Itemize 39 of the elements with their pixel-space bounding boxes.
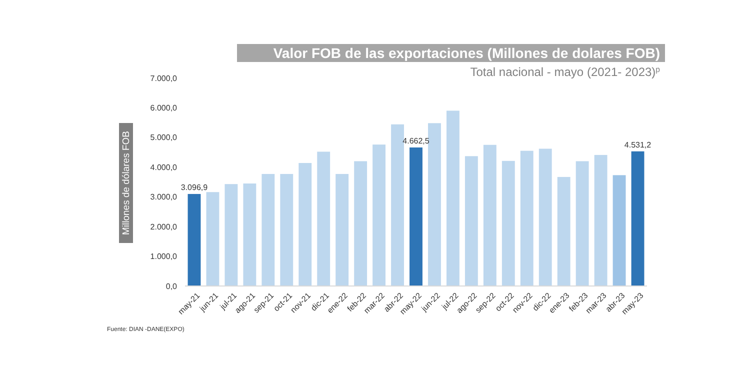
bar	[520, 150, 534, 286]
data-label: 4.662,5	[402, 136, 430, 146]
bar	[612, 175, 626, 286]
bar	[188, 194, 201, 286]
bar	[336, 174, 349, 286]
bar	[410, 147, 422, 286]
bar	[262, 174, 275, 286]
bar	[594, 154, 608, 286]
y-tick-label: 4.000,0	[150, 162, 178, 172]
bar	[428, 123, 441, 286]
y-tick-label: 7.000,0	[150, 74, 178, 83]
chart-title: Valor FOB de las exportaciones (Millones de dolares FOB)	[273, 45, 660, 61]
bar	[372, 144, 386, 286]
bar	[464, 156, 478, 286]
y-tick-label: 5.000,0	[150, 133, 178, 142]
bar	[224, 184, 238, 286]
bar	[354, 161, 368, 286]
bar	[243, 183, 256, 286]
bar	[391, 124, 404, 286]
y-tick-label: 0,0	[166, 282, 178, 291]
bar	[576, 161, 589, 286]
bar	[538, 148, 552, 286]
bar	[557, 176, 570, 286]
data-label: 4.531,2	[624, 140, 652, 150]
y-tick-label: 1.000,0	[150, 252, 178, 262]
data-label: 3.096,9	[180, 182, 208, 192]
chart-subtitle: Total nacional - mayo (2021- 2023)$^{p}$	[470, 64, 661, 79]
y-tick-label: 2.000,0	[150, 222, 178, 232]
bar	[280, 174, 294, 286]
bar	[631, 151, 644, 286]
y-axis-title: Millones de dólares FOB	[121, 130, 132, 236]
y-tick-label: 6.000,0	[150, 104, 178, 113]
y-tick-label: 3.000,0	[150, 192, 178, 202]
bar	[483, 144, 496, 286]
bar	[298, 162, 312, 286]
bar	[317, 152, 330, 286]
bar	[502, 160, 515, 286]
bar	[206, 192, 220, 286]
bar	[446, 110, 460, 286]
